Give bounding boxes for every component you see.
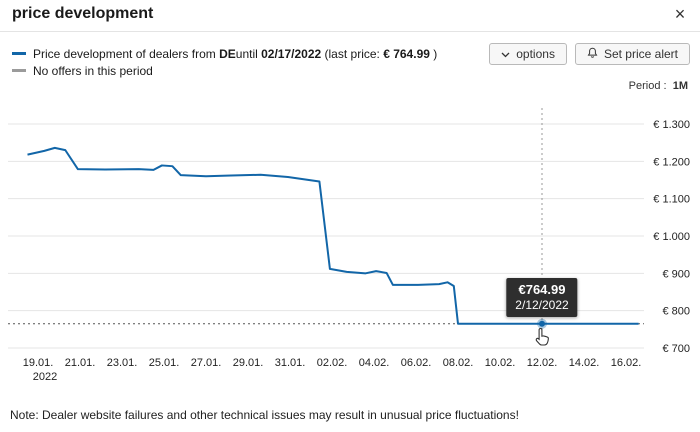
x-tick-label: 16.02.	[611, 357, 642, 369]
x-tick-label: 31.01.	[275, 357, 306, 369]
x-tick-label: 27.01.	[191, 357, 222, 369]
chevron-down-icon	[501, 47, 510, 61]
y-tick-label: € 900	[662, 268, 690, 280]
y-tick-label: € 1.100	[653, 194, 690, 206]
x-tick-label: 23.01.	[107, 357, 138, 369]
y-tick-label: € 1.000	[653, 231, 690, 243]
tooltip-date: 2/12/2022	[515, 297, 569, 312]
x-tick-label: 25.01.	[149, 357, 180, 369]
legend-swatch-price-line	[12, 52, 26, 55]
y-tick-label: € 800	[662, 306, 690, 318]
price-chart-canvas[interactable]: € 700 € 800 € 900 € 1.000 € 1.100 € 1.200 € 1.…	[6, 100, 698, 394]
period-value[interactable]: 1M	[672, 80, 688, 92]
legend-no-offers-text: No offers in this period	[33, 63, 153, 78]
x-tick-label: 06.02.	[401, 357, 432, 369]
page-title: price development	[12, 5, 154, 22]
y-tick-label: € 700	[662, 343, 690, 355]
y-tick-label: € 1.200	[653, 156, 690, 168]
period-selector: Period : 1M	[628, 80, 688, 92]
x-tick-sublabel: 2022	[33, 371, 57, 383]
x-tick-label: 14.02.	[569, 357, 600, 369]
last-price-marker	[539, 320, 545, 327]
price-chart[interactable]: € 700 € 800 € 900 € 1.000 € 1.100 € 1.200 € 1.…	[6, 100, 698, 394]
x-tick-label: 19.01.	[23, 357, 54, 369]
legend-item-price: Price development of dealers from DEunti…	[12, 45, 437, 62]
chart-legend: Price development of dealers from DEunti…	[12, 45, 437, 79]
close-button[interactable]: ×	[668, 2, 692, 26]
chart-toolbar: options Set price alert	[489, 43, 690, 65]
legend-item-no-offers: No offers in this period	[12, 62, 437, 79]
x-tick-label: 29.01.	[233, 357, 264, 369]
hand-cursor-icon	[535, 327, 552, 353]
y-tick-label: € 1.300	[653, 119, 690, 131]
x-tick-label: 12.02.	[527, 357, 558, 369]
price-tooltip: €764.99 2/12/2022	[506, 277, 578, 317]
x-tick-label: 02.02.	[317, 357, 348, 369]
modal-header: price development ×	[0, 0, 700, 32]
options-button[interactable]: options	[489, 43, 567, 65]
x-tick-label: 04.02.	[359, 357, 390, 369]
x-tick-label: 08.02.	[443, 357, 474, 369]
legend-price-text: Price development of dealers from DEunti…	[33, 46, 438, 61]
x-tick-label: 10.02.	[485, 357, 516, 369]
bell-icon	[587, 47, 598, 62]
set-price-alert-button[interactable]: Set price alert	[574, 43, 690, 65]
tooltip-price: €764.99	[518, 281, 566, 297]
legend-swatch-no-offers	[12, 69, 26, 72]
x-tick-label: 21.01.	[65, 357, 96, 369]
footnote: Note: Dealer website failures and other …	[10, 408, 519, 422]
price-line	[27, 146, 639, 325]
